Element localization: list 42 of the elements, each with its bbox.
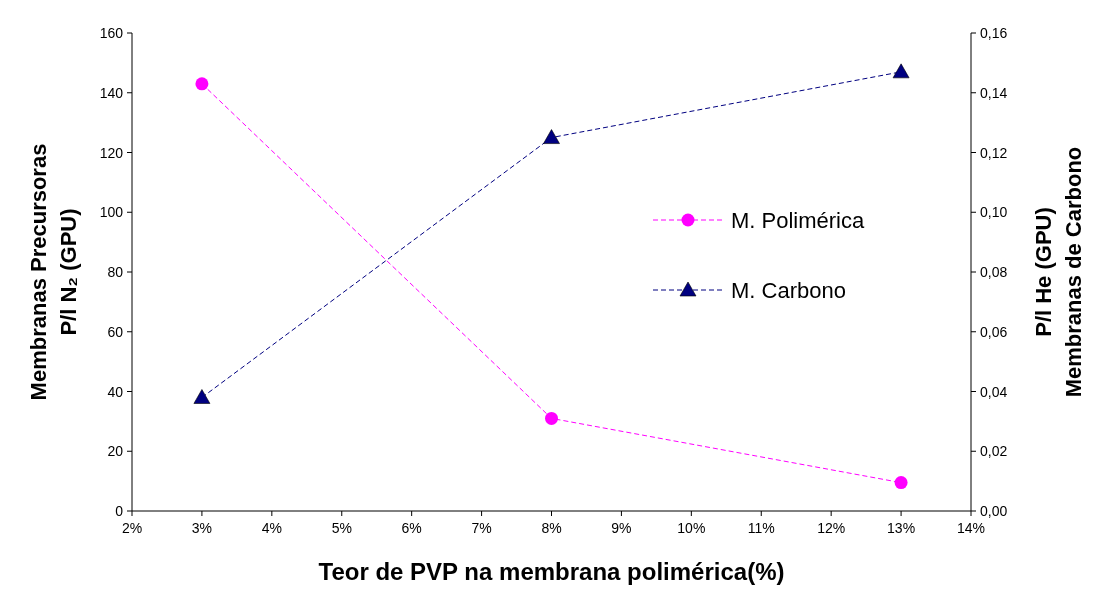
x-tick-label: 12% [817,520,846,536]
point [892,63,910,79]
x-tick-label: 2% [121,520,143,536]
point [195,77,209,91]
y2-axis-title: P/l He (GPU) Membranas de Carbono [1031,146,1086,398]
x-tick-label: 13% [887,520,916,536]
x-tick-label: 14% [956,520,986,536]
y2-tick-label: 0,06 [980,323,1008,340]
y-tick-label: 20 [107,443,124,460]
point [543,129,560,144]
y-tick-label: 160 [99,25,124,41]
y-axis-title: Membranas Precursoras P/l N₂ (GPU) [26,143,81,401]
legend-label: M. Carbono [731,278,846,303]
y-tick-label: 40 [107,383,124,400]
x-tick-label: 4% [261,520,282,536]
point [545,411,558,425]
y2-tick-label: 0,14 [980,84,1008,101]
y2-tick-label: 0,16 [980,25,1008,41]
y2-tick-label: 0,02 [980,443,1008,460]
x-tick-label: 8% [541,520,562,536]
y-tick-label: 0 [115,503,124,519]
y2-tick-label: 0,10 [980,204,1008,221]
y2-tick-label: 0,12 [980,144,1008,161]
y-tick-label: 140 [99,84,124,101]
legend-label: M. Polimérica [731,208,866,233]
y-tick-label: 60 [107,323,124,340]
x-tick-label: 6% [401,520,422,536]
y2-tick-label: 0,08 [980,264,1008,280]
x-tick-label: 9% [611,520,632,536]
x-tick-label: 7% [471,520,492,536]
y2-tick-label: 0,00 [980,503,1008,519]
y2-tick-label: 0,04 [980,383,1008,400]
x-axis-title: Teor de PVP na membrana polimérica(%) [318,558,785,585]
x-tick-label: 10% [677,520,706,536]
point [193,389,211,404]
y-tick-label: 120 [99,144,124,161]
y-tick-label: 80 [107,264,124,280]
x-tick-label: 5% [331,520,352,536]
y-tick-label: 100 [99,204,124,221]
x-tick-label: 11% [747,520,775,536]
x-tick-label: 3% [191,520,213,536]
point [894,476,908,490]
